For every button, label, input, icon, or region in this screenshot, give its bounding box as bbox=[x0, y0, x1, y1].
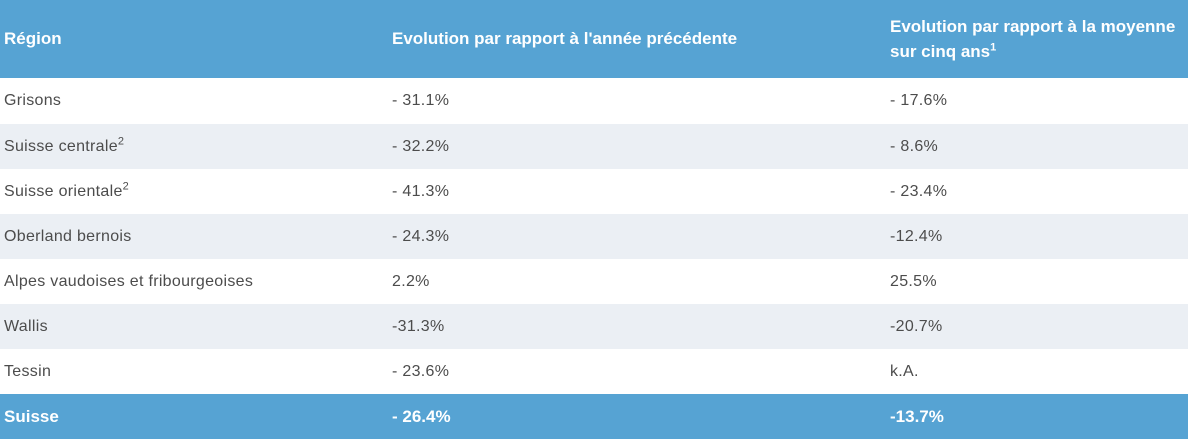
previous-year-cell: - 32.2% bbox=[392, 137, 450, 155]
region-cell: Grisons bbox=[0, 92, 392, 110]
five-year-cell: 25.5% bbox=[890, 272, 937, 290]
region-name: Grisons bbox=[4, 92, 62, 109]
region-name: Wallis bbox=[4, 317, 48, 335]
region-name: Oberland bernois bbox=[4, 227, 132, 245]
table-row: Wallis -31.3% -20.7% bbox=[0, 304, 1188, 349]
footnote-marker: 2 bbox=[122, 180, 130, 193]
region-cell: Tessin bbox=[0, 363, 392, 381]
five-year-cell: - 17.6% bbox=[890, 92, 948, 109]
header-five-year-average: Evolution par rapport à la moyenne sur c… bbox=[890, 14, 1188, 64]
five-year-cell: - 8.6% bbox=[890, 137, 939, 155]
footnote-marker: 2 bbox=[117, 135, 125, 148]
header-five-year-label: Evolution par rapport à la moyenne sur c… bbox=[890, 17, 1176, 61]
table-row: Grisons - 31.1% - 17.6% bbox=[0, 78, 1188, 124]
region-name: Alpes vaudoises et fribourgeoises bbox=[4, 272, 254, 290]
footnote-1-marker: 1 bbox=[990, 41, 997, 54]
previous-year-cell: - 31.1% bbox=[392, 92, 450, 109]
table-row: Suisse orientale2 - 41.3% - 23.4% bbox=[0, 169, 1188, 214]
total-region-cell: Suisse bbox=[4, 406, 59, 426]
region-name: Suisse orientale bbox=[4, 182, 123, 200]
region-cell: Suisse orientale2 bbox=[0, 180, 392, 201]
table-header-row: Région Evolution par rapport à l'année p… bbox=[0, 0, 1188, 78]
table-total-row: Suisse - 26.4% -13.7% bbox=[0, 394, 1188, 439]
region-cell: Oberland bernois bbox=[0, 228, 392, 246]
table-row: Alpes vaudoises et fribourgeoises 2.2% 2… bbox=[0, 259, 1188, 304]
previous-year-cell: 2.2% bbox=[392, 272, 430, 290]
total-previous-year-cell: - 26.4% bbox=[392, 406, 451, 426]
previous-year-cell: -31.3% bbox=[392, 317, 445, 335]
region-name: Tessin bbox=[4, 362, 52, 380]
region-cell: Wallis bbox=[0, 318, 392, 336]
table-row: Oberland bernois - 24.3% -12.4% bbox=[0, 214, 1188, 259]
table-row: Suisse centrale2 - 32.2% - 8.6% bbox=[0, 124, 1188, 169]
region-cell: Alpes vaudoises et fribourgeoises bbox=[0, 273, 392, 291]
header-region: Région bbox=[4, 29, 62, 48]
previous-year-cell: - 41.3% bbox=[392, 182, 450, 200]
region-cell: Suisse centrale2 bbox=[0, 135, 392, 156]
total-five-year-cell: -13.7% bbox=[890, 406, 944, 426]
five-year-cell: -20.7% bbox=[890, 317, 943, 335]
previous-year-cell: - 23.6% bbox=[392, 362, 450, 380]
five-year-cell: -12.4% bbox=[890, 227, 943, 245]
table-row: Tessin - 23.6% k.A. bbox=[0, 349, 1188, 394]
header-previous-year: Evolution par rapport à l'année précéden… bbox=[392, 29, 738, 48]
five-year-cell: - 23.4% bbox=[890, 182, 948, 200]
region-name: Suisse centrale bbox=[4, 137, 118, 155]
five-year-cell: k.A. bbox=[890, 362, 919, 380]
previous-year-cell: - 24.3% bbox=[392, 227, 450, 245]
